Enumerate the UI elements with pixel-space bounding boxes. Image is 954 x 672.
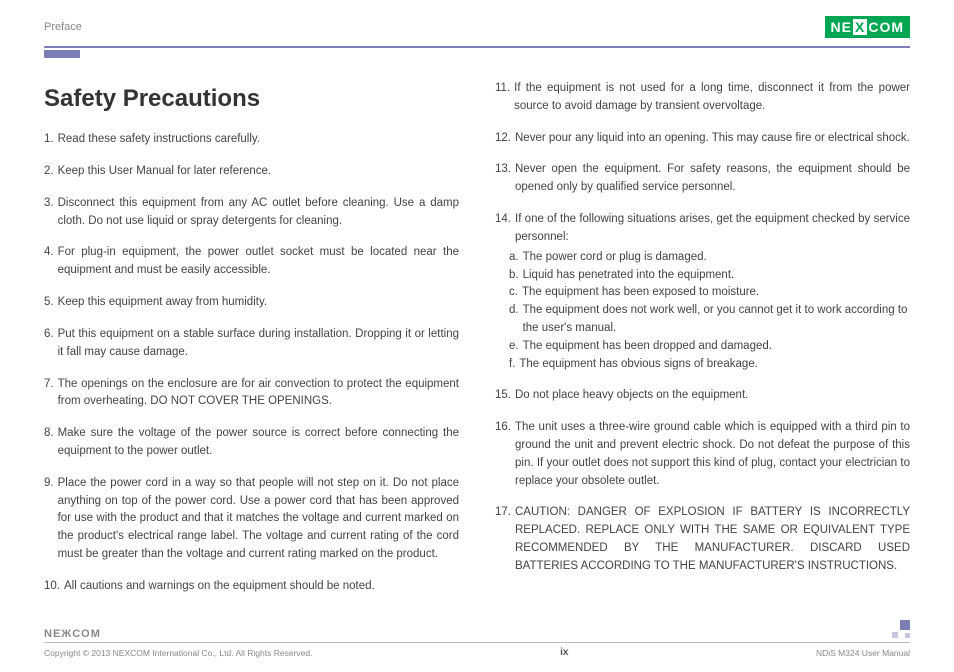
logo-x: X [853,19,867,35]
item-number: 3. [44,195,54,231]
header-tab [44,50,80,58]
sub-text: The power cord or plug is damaged. [523,249,707,267]
footer-row: Copyright © 2013 NEXCOM International Co… [44,647,910,658]
list-item: 9.Place the power cord in a way so that … [44,475,459,564]
section-label: Preface [44,21,82,33]
copyright: Copyright © 2013 NEXCOM International Co… [44,648,312,658]
logo-box: NE X COM [825,16,910,38]
sub-number: a. [509,249,519,267]
list-item: 1.Read these safety instructions careful… [44,131,459,149]
item-text: For plug-in equipment, the power outlet … [58,244,459,280]
right-column: 11. If the equipment is not used for a lo… [495,80,910,610]
item-number: 1. [44,131,54,149]
sub-list: a.The power cord or plug is damaged.b.Li… [495,249,910,374]
right-list: 11. If the equipment is not used for a lo… [495,80,910,576]
item-number: 9. [44,475,54,564]
list-item: 5.Keep this equipment away from humidity… [44,294,459,312]
item-text: Keep this equipment away from humidity. [58,294,459,312]
sub-item: d.The equipment does not work well, or y… [509,302,910,338]
item-number: 10. [44,578,60,596]
logo-text-left: NE [831,19,852,35]
sub-number: e. [509,338,519,356]
logo: NE X COM [825,16,910,38]
item-text: Never open the equipment. For safety rea… [515,161,910,197]
item-text: Put this equipment on a stable surface d… [58,326,459,362]
sub-item: c.The equipment has been exposed to mois… [509,284,910,302]
sub-number: d. [509,302,519,338]
item-text: The unit uses a three-wire ground cable … [515,419,910,490]
footer-rule [44,642,910,643]
item-text: Disconnect this equipment from any AC ou… [58,195,459,231]
item-text: Read these safety instructions carefully… [58,131,459,149]
list-item: 7.The openings on the enclosure are for … [44,376,459,412]
footer-logo: NEЖCOM [44,628,910,640]
item-number: 4. [44,244,54,280]
item-text: Do not place heavy objects on the equipm… [515,387,910,405]
item-number: 17. [495,504,511,575]
list-item: 14.If one of the following situations ar… [495,211,910,247]
left-list: 1.Read these safety instructions careful… [44,131,459,595]
list-item: 6.Put this equipment on a stable surface… [44,326,459,362]
list-item: 16.The unit uses a three-wire ground cab… [495,419,910,490]
item-number: 16. [495,419,511,490]
header-rule [44,46,910,48]
item-number: 13. [495,161,511,197]
list-item: 12.Never pour any liquid into an opening… [495,130,910,148]
list-item: 17.CAUTION: DANGER OF EXPLOSION IF BATTE… [495,504,910,575]
item-number: 12. [495,130,511,148]
sub-text: The equipment has been exposed to moistu… [522,284,759,302]
item-number: 11. [495,80,510,116]
item-number: 6. [44,326,54,362]
item-text: If the equipment is not used for a long … [514,80,910,116]
sub-number: b. [509,267,519,285]
footer: NEЖCOM Copyright © 2013 NEXCOM Internati… [0,628,954,672]
list-item: 8.Make sure the voltage of the power sou… [44,425,459,461]
item-text: Place the power cord in a way so that pe… [58,475,459,564]
sub-text: Liquid has penetrated into the equipment… [523,267,735,285]
item-text: Make sure the voltage of the power sourc… [58,425,459,461]
left-column: Safety Precautions 1.Read these safety i… [44,80,459,610]
item-text: If one of the following situations arise… [515,211,910,247]
list-item: 13.Never open the equipment. For safety … [495,161,910,197]
list-item: 10.All cautions and warnings on the equi… [44,578,459,596]
sub-text: The equipment has been dropped and damag… [523,338,772,356]
item-text: All cautions and warnings on the equipme… [64,578,459,596]
sub-text: The equipment does not work well, or you… [523,302,910,338]
item-number: 14. [495,211,511,247]
logo-text-right: COM [868,19,904,35]
sub-item: e.The equipment has been dropped and dam… [509,338,910,356]
doc-name: NDiS M324 User Manual [816,648,910,658]
item-text: CAUTION: DANGER OF EXPLOSION IF BATTERY … [515,504,910,575]
sub-number: f. [509,356,515,374]
item-number: 2. [44,163,54,181]
item-text: Keep this User Manual for later referenc… [58,163,459,181]
list-item: 11. If the equipment is not used for a lo… [495,80,910,116]
item-number: 15. [495,387,511,405]
page-number: ix [560,647,568,658]
item-number: 5. [44,294,54,312]
sub-item: b.Liquid has penetrated into the equipme… [509,267,910,285]
list-item: 4.For plug-in equipment, the power outle… [44,244,459,280]
page-title: Safety Precautions [44,80,459,117]
header: Preface NE X COM [0,0,954,46]
item-number: 8. [44,425,54,461]
list-item: 15.Do not place heavy objects on the equ… [495,387,910,405]
content: Safety Precautions 1.Read these safety i… [0,58,954,610]
sub-item: f.The equipment has obvious signs of bre… [509,356,910,374]
item-text: The openings on the enclosure are for ai… [58,376,459,412]
sub-text: The equipment has obvious signs of break… [519,356,757,374]
sub-number: c. [509,284,518,302]
sub-item: a.The power cord or plug is damaged. [509,249,910,267]
list-item: 3.Disconnect this equipment from any AC … [44,195,459,231]
item-number: 7. [44,376,54,412]
item-text: Never pour any liquid into an opening. T… [515,130,910,148]
list-item: 2.Keep this User Manual for later refere… [44,163,459,181]
